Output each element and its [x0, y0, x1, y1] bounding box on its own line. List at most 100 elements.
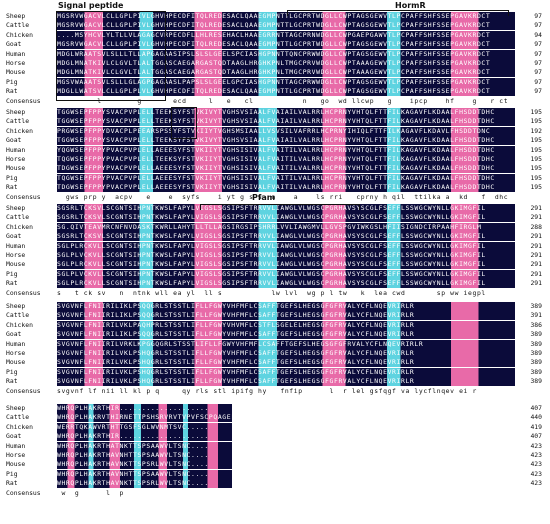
- consensus-label: Consensus: [6, 386, 41, 395]
- residue-count: 97: [534, 49, 542, 58]
- residue-count: 97: [534, 12, 542, 20]
- species-label: Human: [6, 441, 26, 450]
- sequence-row: Pig SGLPLVCKVLLSCGNTSIHPNTKWSLFAPYLVIGSLS…: [0, 269, 550, 279]
- sequence-row: Cattle MGSRVWGACVLCLLGPLPIVLGHVHPECDFITQL…: [0, 21, 550, 31]
- species-label: Cattle: [6, 21, 30, 30]
- species-label: Sheep: [6, 108, 26, 116]
- consensus-sequence: s t ck sv n ntnk wll ea yl ll s lw lvl w…: [57, 288, 486, 297]
- species-label: Cattle: [6, 213, 30, 222]
- consensus-row: Consensus s t ck sv n ntnk wll ea yl ll s…: [0, 289, 550, 298]
- species-label: Mouse: [6, 68, 26, 77]
- residue-count: 423: [530, 469, 542, 478]
- species-label: Cattle: [6, 311, 30, 320]
- residue-count: 97: [534, 87, 542, 96]
- aligned-sequence: PRGWSEPFPPYDVACPLPEEARSPSSYFSTVKIIYTVGHS…: [57, 126, 515, 136]
- aligned-sequence: MDGLWRAATSVLSLLLTLLAPGAGAASIPSLSLSLGEELS…: [57, 49, 515, 59]
- species-label: Horse: [6, 451, 26, 459]
- residue-count: 291: [530, 241, 542, 250]
- residue-count: 97: [534, 59, 542, 67]
- aligned-sequence: WHRQPLHAKRTHAVNKTTSPSRLWVLTSNC....: [57, 479, 232, 489]
- signal-peptide-box: [56, 11, 166, 101]
- residue-count: 97: [534, 77, 542, 86]
- aligned-sequence: WHRQPLHAKRVTHIRNETTPSHSRVRVTVPVFSCPQAGEF…: [57, 413, 232, 423]
- signal-peptide-label: Signal peptide: [58, 1, 124, 10]
- residue-count: 291: [530, 213, 542, 222]
- aligned-sequence: SGLPLRCKVLLSCGNTSIHPNTKWSLFAPYLVIGSLSGSI…: [57, 279, 515, 289]
- aligned-sequence: TDGWSEPFPPYPVACPVPLELLAEEESYFSTVKIIYTVGH…: [57, 164, 515, 174]
- sequence-row: Human WHRQPLHAKRTHATNKTTSPSAAWVLTSNC.... 4…: [0, 441, 550, 451]
- aligned-sequence: SGLPLVCKVLLSCGNTSIHPNTKWSLFAPYLVIGSLSGSI…: [57, 269, 515, 279]
- residue-count: 389: [530, 358, 542, 367]
- consensus-label: Consensus: [6, 192, 41, 201]
- sequence-row: Cattle WHRQPLHAKRVTHIRNETTPSHSRVRVTVPVFSC…: [0, 413, 550, 423]
- aligned-sequence: SVGVNFLFNIIRILIKLPSQQGRLSTSSTLIFLLFGWYVH…: [57, 302, 515, 311]
- aligned-sequence: WHRQPLHAKRTHAVNKTTSPSRLWVLTSNC....: [57, 460, 232, 470]
- aligned-sequence: MGSRVWGACVLCLLGPLPIVLGHVHPECDFITQLREDESA…: [57, 40, 515, 50]
- sequence-row: Sheep SVGVNFLFNIIRILIKLPSQQGRLSTSSTLIFLLF…: [0, 302, 550, 311]
- signal-peptide-box-continued: [171, 107, 197, 139]
- species-label: Goat: [6, 40, 22, 49]
- species-label: Goat: [6, 232, 22, 241]
- sequence-row: Mouse TDGWSEPFPPYPVACPVPLELLAEEESYFSTVKII…: [0, 164, 550, 174]
- species-label: Human: [6, 339, 26, 348]
- aligned-sequence: MGSVWAAATSVLSLLLGLAGPGAGAASLPAPSLSLGEELG…: [57, 77, 515, 87]
- consensus-sequence: w g l p: [57, 488, 125, 497]
- sequence-row: Mouse SGLPLRCKVLLSCGNTSIHPNTKWSLFAPYLVIGS…: [0, 260, 550, 270]
- residue-count: 195: [530, 108, 542, 116]
- species-label: Pig: [6, 173, 18, 182]
- sequence-row: Pig MGSVWAAATSVLSLLLGLAGPGAGAASLPAPSLSLGE…: [0, 77, 550, 87]
- species-label: Sheep: [6, 204, 26, 212]
- residue-count: 291: [530, 260, 542, 269]
- species-label: Chicken: [6, 422, 33, 431]
- aligned-sequence: MDGLMNATKIVLCLGVLTLALTGGASCAEGARGASTQDTA…: [57, 59, 515, 68]
- residue-count: 94: [534, 30, 542, 39]
- species-label: Human: [6, 241, 26, 250]
- species-label: Human: [6, 145, 26, 154]
- species-label: Pig: [6, 77, 18, 86]
- consensus-label: Consensus: [6, 288, 41, 297]
- sequence-row: Rat MDGLLWATSVLCLLGPLPLVLGHVHPECDFITQLRED…: [0, 87, 550, 97]
- residue-count: 391: [530, 311, 542, 320]
- residue-count: 195: [530, 145, 542, 154]
- consensus-label: Consensus: [6, 96, 41, 105]
- residue-count: 97: [534, 68, 542, 77]
- species-label: Rat: [6, 377, 18, 386]
- residue-count: 386: [530, 320, 542, 329]
- sequence-row: Chicken ....MSYHCVLYLTLLVLAGAGCVRPECDFLLH…: [0, 30, 550, 40]
- species-label: Cattle: [6, 117, 30, 126]
- pfam-bracket: [200, 204, 360, 210]
- aligned-sequence: MGSRVWGACVLCLLGPLPIVLGHVHPECDFITQLREDESA…: [57, 21, 515, 31]
- hormr-label: HormR: [395, 1, 426, 10]
- aligned-sequence: SVGVNFLFNIIRILVKLPAQHPRLSTSSTLIFLLFGWYVH…: [57, 320, 515, 330]
- sequence-row: Sheep TGGWSEPFPPYSVACPVPLELLTEEKSYFSTVKIV…: [0, 108, 550, 117]
- residue-count: 195: [530, 173, 542, 182]
- species-label: Horse: [6, 251, 26, 259]
- sequence-row: Goat TGGWSEPFPPYSVACPVPLELLTEEKSYFSTVKIVY…: [0, 136, 550, 146]
- residue-count: 423: [530, 441, 542, 450]
- sequence-row: Sheep SGSRLTCKSVLSCGNTSIHPNTKWSLFAPYLVIGS…: [0, 204, 550, 213]
- aligned-sequence: SGSRLTCKSVLSCGNTSIHPNTKWSLFAPYLVIGSLSGSI…: [57, 204, 515, 213]
- sequence-row: Human SVGVNFLFNIIRILVRKLKPGGQGRLSTSSTLIFL…: [0, 339, 550, 349]
- aligned-sequence: WHRQPLHAKRTHIR....................: [57, 432, 232, 442]
- hormr-bracket: [287, 10, 509, 16]
- sequence-row: Rat WHRQPLHAKRTHAVNKTTSPSRLWVLTSNC.... 423: [0, 479, 550, 489]
- consensus-row: Consensus svgvnf lf nii ll kl p q qy rls …: [0, 387, 550, 396]
- species-label: Chicken: [6, 30, 33, 39]
- consensus-label: Consensus: [6, 488, 41, 497]
- species-label: Mouse: [6, 260, 26, 269]
- aligned-sequence: SVGVNFLFNIIRILVRKLKPGGQGRLSTSSTLIFLLFGWY…: [57, 339, 515, 349]
- sequence-row: Horse SVGVNFLFNIIRILVKLPSHQGRLSTSSTLIFLLF…: [0, 349, 550, 358]
- species-label: Chicken: [6, 222, 33, 231]
- aligned-sequence: WERRTQKAWVRTHTTGSFSGLWVNMTSVC.....: [57, 422, 232, 432]
- sequence-row: Cattle SGSRLTCKSVLSCGNTSIHPNTKWSLFAPYLVIG…: [0, 213, 550, 223]
- species-label: Mouse: [6, 164, 26, 173]
- sequence-row: Pig WHRQPLHAKRTHAVNHTTSPSAAWVLTSNC.... 423: [0, 469, 550, 479]
- residue-count: 389: [530, 349, 542, 357]
- residue-count: 419: [530, 422, 542, 431]
- sequence-row: Sheep MGSRVWGACVLCLLGPLPIVLGHVHPECDFITQLR…: [0, 12, 550, 21]
- species-label: Rat: [6, 87, 18, 96]
- species-label: Sheep: [6, 404, 26, 412]
- aligned-sequence: SGLPLRCKVLLSCGNTSIHPNTKWSLFAPYLVIGSLSGSI…: [57, 241, 515, 251]
- species-label: Pig: [6, 269, 18, 278]
- sequence-row: Rat SGLPLRCKVLLSCGNTSIHPNTKWSLFAPYLVIGSLS…: [0, 279, 550, 289]
